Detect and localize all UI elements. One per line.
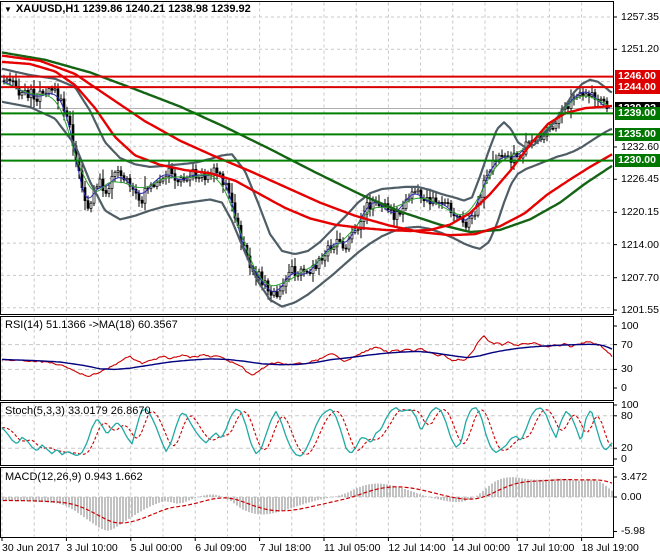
price-badge-1230.00: 1230.00 bbox=[615, 154, 660, 168]
ma-red-fast bbox=[1, 60, 613, 233]
price-badge-1244.00: 1244.00 bbox=[615, 80, 660, 94]
price-tick: 1207.70 bbox=[621, 271, 659, 284]
time-tick: 12 Jul 14:00 bbox=[388, 542, 446, 554]
rsi-panel-border bbox=[0, 316, 614, 401]
stoch-indicator-label: Stoch(5,3,3) 33.0179 26.8670 bbox=[5, 405, 151, 417]
stoch-tick: 20 bbox=[621, 442, 633, 455]
price-tick: 1226.45 bbox=[621, 173, 659, 186]
macd-panel-border bbox=[0, 467, 614, 538]
price-tick: 1257.35 bbox=[621, 11, 659, 23]
stoch-tick: 100 bbox=[621, 399, 639, 411]
time-tick: 18 Jul 19:00 bbox=[581, 542, 639, 554]
macd-tick: 3.472 bbox=[621, 470, 648, 483]
rsi-tick: 30 bbox=[621, 363, 633, 376]
bollinger-lower bbox=[1, 100, 613, 308]
rsi-indicator-label: RSI(14) 51.1366 ->MA(18) 60.3567 bbox=[5, 319, 178, 331]
time-tick: 11 Jul 05:00 bbox=[324, 542, 381, 554]
rsi-tick: 70 bbox=[621, 338, 633, 351]
price-tick: 1201.55 bbox=[621, 304, 659, 316]
price-tick: 1232.60 bbox=[621, 140, 659, 153]
rsi-line bbox=[1, 335, 613, 377]
ma-thin-green bbox=[3, 82, 611, 287]
stoch-k-line bbox=[1, 407, 613, 457]
price-badge-1235.00: 1235.00 bbox=[615, 127, 660, 141]
time-tick: 30 Jun 2017 bbox=[2, 542, 60, 554]
main-panel-border bbox=[0, 1, 614, 315]
macd-tick: 0.00 bbox=[621, 491, 642, 503]
price-tick: 1220.15 bbox=[621, 206, 659, 219]
macd-histogram bbox=[2, 477, 613, 531]
time-tick: 5 Jul 00:00 bbox=[130, 542, 183, 554]
price-tick: 1214.00 bbox=[621, 238, 659, 251]
chart-title-text: XAUUSD,H1 1239.86 1240.21 1238.98 1239.9… bbox=[15, 3, 251, 15]
macd-signal-line bbox=[3, 479, 613, 524]
bollinger-upper bbox=[1, 67, 613, 255]
time-tick: 3 Jul 10:00 bbox=[66, 542, 118, 554]
price-badge-1239.00: 1239.00 bbox=[615, 106, 660, 120]
rsi-ma-line bbox=[2, 343, 613, 371]
rsi-tick: 0 bbox=[621, 382, 627, 394]
ma-red-slow bbox=[1, 54, 613, 237]
rsi-tick: 100 bbox=[621, 320, 639, 332]
symbol-dropdown-icon[interactable]: ▼ bbox=[4, 4, 12, 14]
time-tick: 14 Jul 00:00 bbox=[452, 542, 511, 554]
stoch-tick: 0 bbox=[621, 453, 627, 465]
price-tick: 1251.20 bbox=[621, 43, 659, 56]
time-tick: 6 Jul 09:00 bbox=[195, 542, 247, 554]
stoch-panel-border bbox=[0, 402, 614, 466]
time-tick: 17 Jul 10:00 bbox=[517, 542, 575, 554]
macd-tick: -5.98 bbox=[621, 525, 645, 538]
chart-title: ▼ XAUUSD,H1 1239.86 1240.21 1238.98 1239… bbox=[4, 3, 251, 15]
stoch-d-line bbox=[2, 408, 613, 455]
price-badge-1246.00: 1246.00 bbox=[615, 70, 660, 84]
time-tick: 7 Jul 18:00 bbox=[259, 542, 311, 554]
stoch-tick: 80 bbox=[621, 409, 633, 422]
macd-indicator-label: MACD(12,26,9) 0.943 1.662 bbox=[5, 471, 143, 483]
